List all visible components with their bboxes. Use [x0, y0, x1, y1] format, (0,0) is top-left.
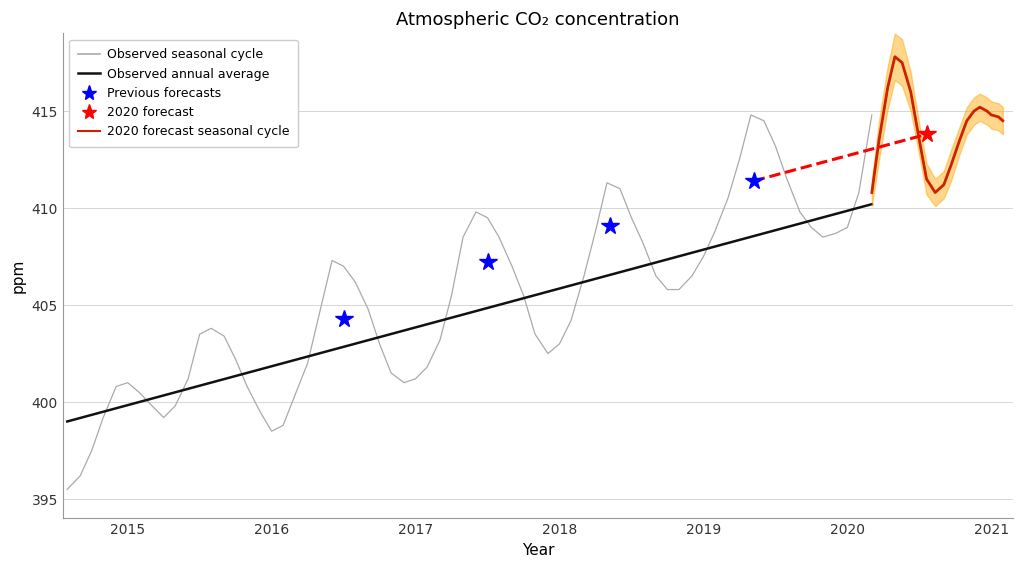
X-axis label: Year: Year [521, 543, 554, 558]
Legend: Observed seasonal cycle, Observed annual average, Previous forecasts, 2020 forec: Observed seasonal cycle, Observed annual… [70, 40, 298, 147]
Title: Atmospheric CO₂ concentration: Atmospheric CO₂ concentration [396, 11, 680, 29]
Y-axis label: ppm: ppm [11, 259, 26, 293]
